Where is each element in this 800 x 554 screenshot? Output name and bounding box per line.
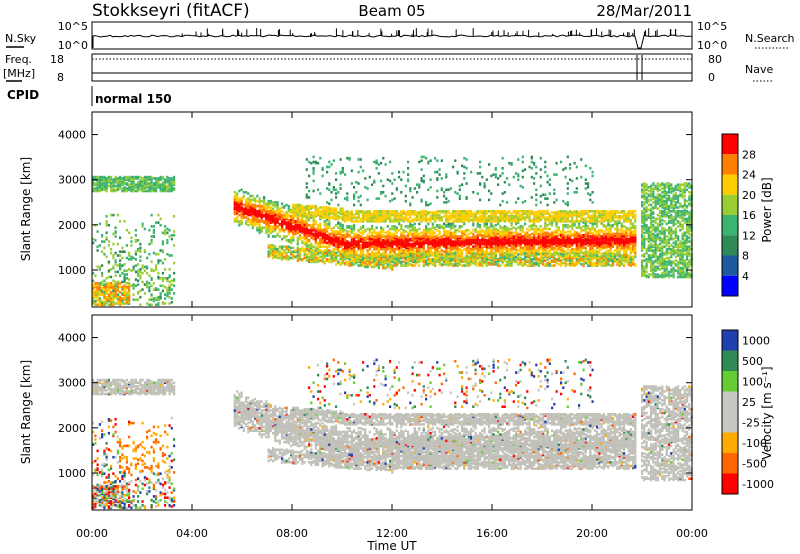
power-ytick-label: 1000 [58,264,86,277]
cpid-mode: normal 150 [95,92,172,106]
power-ytick-label: 4000 [58,129,86,142]
power-colorbar-tick-label: 28 [742,148,756,161]
velocity-colorbar-tick-label: -100 [742,437,767,450]
sky-panel: N.Sky 10^5 10^0 10^5 10^0 N.Search [5,20,795,52]
velocity-colorbar-tick-label: -1000 [742,478,774,491]
power-ytick-label: 2000 [58,219,86,232]
power-colorbar-swatch [722,134,738,155]
date-title: 28/Mar/2011 [596,2,692,20]
freq-tick-top: 18 [50,53,64,66]
time-tick-label: 08:00 [276,527,308,540]
power-colorbar-swatch [722,255,738,276]
station-title: Stokkseyri (fitACF) [92,1,250,21]
beam-title: Beam 05 [358,2,425,20]
velocity-colorbar: 1000 500 100 25 -25 -100 -500 -1000 [721,329,774,495]
velocity-ytick-label: 3000 [58,377,86,390]
velocity-data [92,358,693,510]
power-colorbar-swatch [722,194,738,215]
time-tick-label: 00:00 [76,527,108,540]
sky-tick-bottom-right: 10^0 [697,39,727,52]
velocity-colorbar-swatch [722,350,738,371]
time-tick-label: 12:00 [376,527,408,540]
velocity-ytick-label: 4000 [58,332,86,345]
nave-tick-bottom: 0 [708,71,715,84]
velocity-ylabel: Slant Range [km] [19,360,33,464]
velocity-colorbar-label: Velocity [m s⁻¹] [760,366,774,459]
velocity-xlabel: Time UT [366,539,417,553]
time-tick-label: 04:00 [176,527,208,540]
power-ylabel: Slant Range [km] [19,157,33,261]
velocity-colorbar-tick-label: 1000 [742,334,770,347]
freq-panel: Freq. [MHz] 18 8 80 0 Nave [3,53,773,84]
power-panel: 1000 2000 3000 4000 Slant Range [km] 28 24 20… [19,111,774,308]
velocity-colorbar-tick-label: -25 [742,416,760,429]
power-colorbar-label: Power [dB] [760,177,774,242]
velocity-colorbar-swatch [722,412,738,433]
freq-tick-bottom: 8 [57,71,64,84]
velocity-colorbar-tick-label: 500 [742,355,763,368]
n-sky-trace [91,34,693,49]
power-colorbar-tick-label: 8 [742,250,749,263]
power-colorbar-tick-label: 20 [742,189,756,202]
time-tick-label: 20:00 [576,527,608,540]
velocity-colorbar-tick-label: 100 [742,375,763,388]
power-colorbar-swatch [722,215,738,236]
freq-label: Freq. [5,53,32,66]
n-sky-spikes [92,28,677,48]
velocity-colorbar-swatch [722,391,738,412]
sky-tick-top-right: 10^5 [697,20,727,33]
velocity-colorbar-swatch [722,330,738,351]
power-colorbar-tick-label: 4 [742,270,749,283]
n-search-label: N.Search [745,32,795,45]
n-sky-label: N.Sky [5,32,37,45]
cpid-label: CPID [7,88,39,102]
power-ytick-label: 3000 [58,174,86,187]
velocity-ytick-label: 2000 [58,422,86,435]
power-colorbar-tick-label: 12 [742,229,756,242]
power-colorbar: 28 24 20 16 12 8 4 [721,133,756,297]
power-colorbar-swatch [722,275,738,296]
power-colorbar-swatch [722,235,738,256]
power-colorbar-swatch [722,174,738,195]
sky-tick-top-left: 10^5 [58,20,88,33]
freq-unit-label: [MHz] [3,67,35,80]
velocity-colorbar-swatch [722,473,738,494]
velocity-panel: 1000 2000 3000 4000 Slant Range [km] 1000 50… [19,112,774,553]
nave-tick-top: 80 [708,53,722,66]
velocity-colorbar-tick-label: 25 [742,396,756,409]
velocity-ytick-label: 1000 [58,467,86,480]
velocity-colorbar-swatch [722,371,738,392]
time-tick-label: 16:00 [476,527,508,540]
nave-label: Nave [745,63,773,76]
sky-tick-bottom-left: 10^0 [58,39,88,52]
power-colorbar-swatch [722,154,738,175]
power-colorbar-tick-label: 16 [742,209,756,222]
power-data [92,155,693,307]
cpid-panel: CPID normal 150 [7,86,172,106]
time-tick-label: 00:00 [676,527,708,540]
velocity-colorbar-swatch [722,432,738,453]
power-colorbar-tick-label: 24 [742,169,756,182]
velocity-colorbar-tick-label: -500 [742,457,767,470]
velocity-colorbar-swatch [722,453,738,474]
